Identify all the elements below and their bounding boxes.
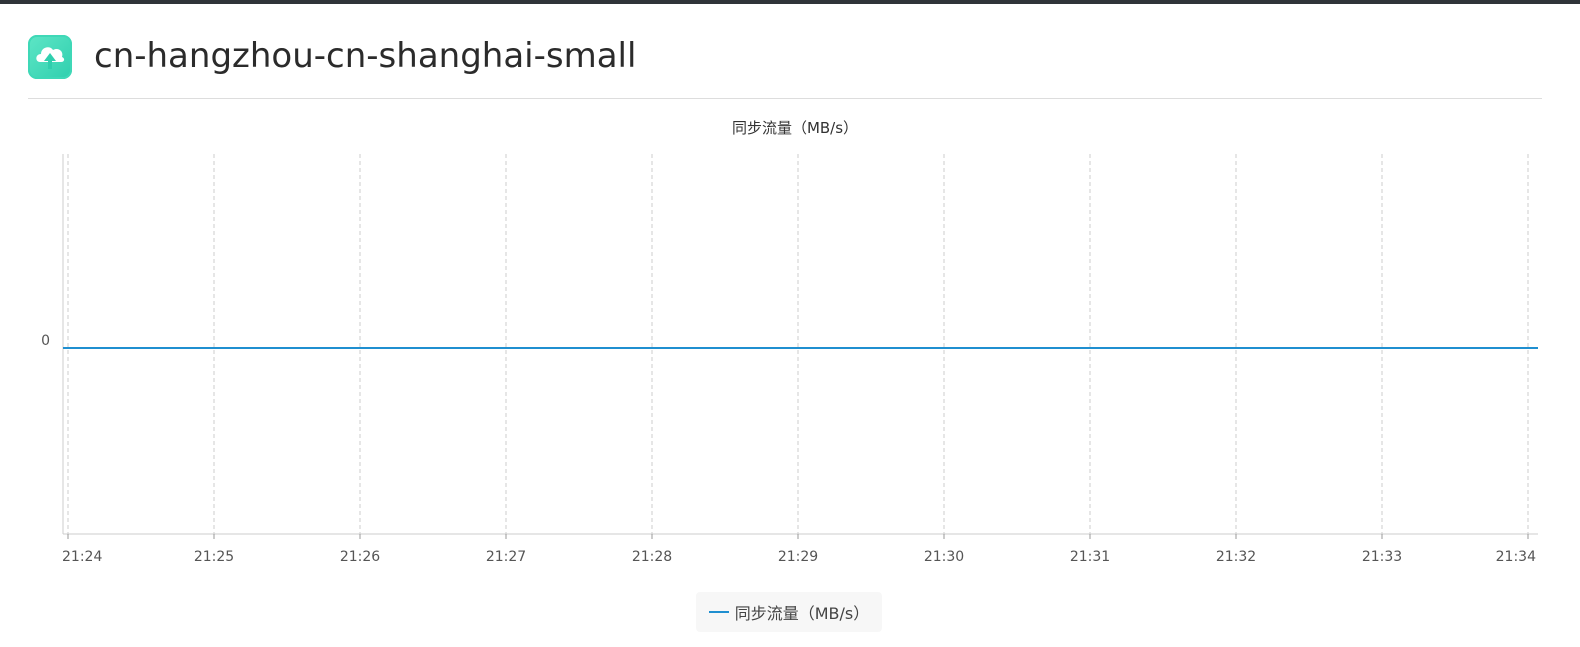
chart-legend[interactable]: 同步流量（MB/s） [696,592,882,632]
y-axis-ticks: 0 [41,333,50,349]
top-bar [0,0,1580,4]
line-chart: 同步流量（MB/s） 21:24 21:25 21:26 21:27 21:28 21:2… [41,119,1538,565]
x-tick-label: 21:32 [1216,549,1256,565]
x-tick-label: 21:26 [340,549,380,565]
x-tick-label: 21:33 [1362,549,1402,565]
y-tick-label: 0 [41,333,50,349]
cloud-upload-icon [28,35,72,79]
x-tick-label: 21:29 [778,549,818,565]
page-title: cn-hangzhou-cn-shanghai-small [94,36,637,76]
x-tick-label: 21:30 [924,549,964,565]
x-axis-ticks: 21:24 21:25 21:26 21:27 21:28 21:29 21:30 21:31… [62,534,1536,565]
page-header: cn-hangzhou-cn-shanghai-small [28,30,1542,99]
x-tick-label: 21:28 [632,549,672,565]
legend-swatch [708,611,729,613]
x-tick-label: 21:25 [194,549,234,565]
axes [62,154,1538,535]
chart-title: 同步流量（MB/s） [732,119,858,137]
x-tick-label: 21:34 [1496,549,1536,565]
grid-lines [67,154,1529,534]
x-tick-label: 21:31 [1070,549,1110,565]
x-tick-label: 21:24 [62,549,102,565]
x-tick-label: 21:27 [486,549,526,565]
legend-label: 同步流量（MB/s） [734,604,870,623]
